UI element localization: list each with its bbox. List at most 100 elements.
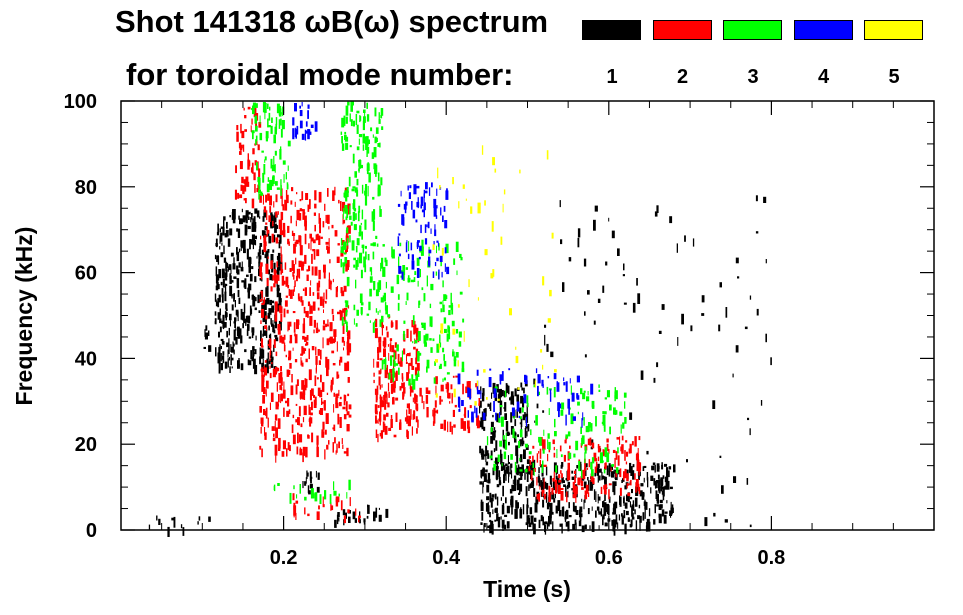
spectrum-mark [287, 321, 289, 332]
spectrum-mark [552, 521, 554, 531]
spectrum-mark [467, 381, 471, 390]
spectrum-mark [258, 310, 261, 313]
spectrum-mark [357, 257, 359, 267]
spectrum-mark [519, 422, 521, 425]
spectrum-mark [255, 335, 257, 341]
spectrum-mark [510, 454, 513, 460]
spectrum-mark [362, 244, 365, 254]
spectrum-mark [237, 360, 240, 369]
spectrum-mark [432, 421, 435, 426]
spectrum-mark [483, 426, 486, 431]
spectrum-mark [405, 361, 408, 364]
spectrum-mark [619, 496, 622, 507]
spectrum-mark [540, 349, 543, 353]
spectrum-mark [346, 361, 350, 371]
spectrum-mark [505, 463, 508, 467]
spectrum-mark [386, 412, 389, 417]
spectrum-mark [279, 149, 282, 160]
spectrum-mark [452, 349, 454, 352]
spectrum-mark [288, 321, 292, 327]
spectrum-mark [496, 496, 499, 506]
spectrum-mark [658, 474, 660, 485]
spectrum-mark [307, 513, 310, 517]
spectrum-mark [610, 467, 612, 472]
spectrum-mark [229, 366, 231, 373]
spectrum-mark [657, 474, 660, 480]
spectrum-mark [266, 380, 269, 389]
spectrum-mark [217, 312, 221, 320]
spectrum-mark [434, 361, 436, 366]
spectrum-mark [271, 426, 275, 431]
spectrum-mark [221, 294, 224, 303]
spectrum-mark [490, 427, 493, 433]
spectrum-mark [509, 308, 512, 316]
spectrum-mark [358, 168, 360, 172]
spectrum-mark [257, 252, 260, 257]
spectrum-mark [563, 484, 566, 487]
spectrum-mark [316, 292, 320, 300]
spectrum-mark [274, 414, 278, 421]
spectrum-mark [499, 388, 502, 398]
spectrum-mark [346, 227, 349, 234]
spectrum-mark [253, 225, 257, 232]
spectrum-mark [533, 385, 536, 388]
spectrum-mark [273, 484, 276, 492]
spectrum-mark [497, 398, 500, 401]
spectrum-mark [221, 341, 225, 345]
spectrum-mark [278, 119, 281, 129]
spectrum-mark [575, 522, 577, 530]
spectrum-mark [293, 505, 297, 516]
spectrum-mark [280, 185, 282, 196]
spectrum-mark [493, 460, 495, 463]
spectrum-mark [306, 335, 309, 341]
spectrum-mark [498, 480, 502, 486]
spectrum-mark [520, 418, 523, 428]
spectrum-mark [360, 269, 363, 279]
spectrum-mark [310, 305, 313, 314]
spectrum-mark [517, 387, 520, 390]
spectrum-mark [345, 116, 348, 124]
spectrum-mark [411, 320, 414, 328]
spectrum-mark [485, 503, 489, 512]
spectrum-mark [511, 470, 513, 479]
spectrum-mark [239, 161, 243, 170]
spectrum-mark [558, 474, 561, 479]
spectrum-mark [245, 176, 249, 186]
spectrum-mark [593, 489, 596, 500]
spectrum-mark [261, 308, 265, 318]
spectrum-mark [405, 267, 408, 270]
spectrum-mark [669, 510, 673, 516]
spectrum-mark [295, 403, 298, 406]
spectrum-mark [604, 522, 608, 527]
spectrum-mark [358, 134, 363, 138]
spectrum-mark [458, 201, 460, 209]
spectrum-mark [411, 374, 414, 385]
spectrum-mark [266, 210, 268, 221]
spectrum-mark [516, 479, 520, 491]
spectrum-mark [302, 335, 305, 340]
spectrum-mark [598, 475, 601, 481]
spectrum-mark [567, 469, 571, 481]
spectrum-mark [312, 292, 315, 296]
spectrum-mark [273, 329, 276, 334]
spectrum-mark [388, 391, 390, 398]
spectrum-mark [536, 476, 538, 486]
spectrum-mark [608, 463, 611, 472]
spectrum-mark [551, 232, 554, 239]
spectrum-mark [374, 107, 377, 117]
spectrum-mark [606, 443, 609, 451]
spectrum-mark [293, 235, 295, 241]
spectrum-mark [324, 203, 326, 211]
spectrum-mark [479, 445, 482, 454]
spectrum-mark [526, 498, 529, 509]
spectrum-mark [583, 390, 586, 393]
spectrum-mark [214, 318, 217, 325]
spectrum-mark [573, 453, 576, 458]
spectrum-mark [324, 490, 327, 500]
spectrum-mark [240, 147, 242, 155]
spectrum-mark [410, 242, 413, 251]
spectrum-mark [269, 402, 271, 410]
spectrum-mark [366, 114, 370, 122]
spectrum-mark [262, 194, 264, 205]
